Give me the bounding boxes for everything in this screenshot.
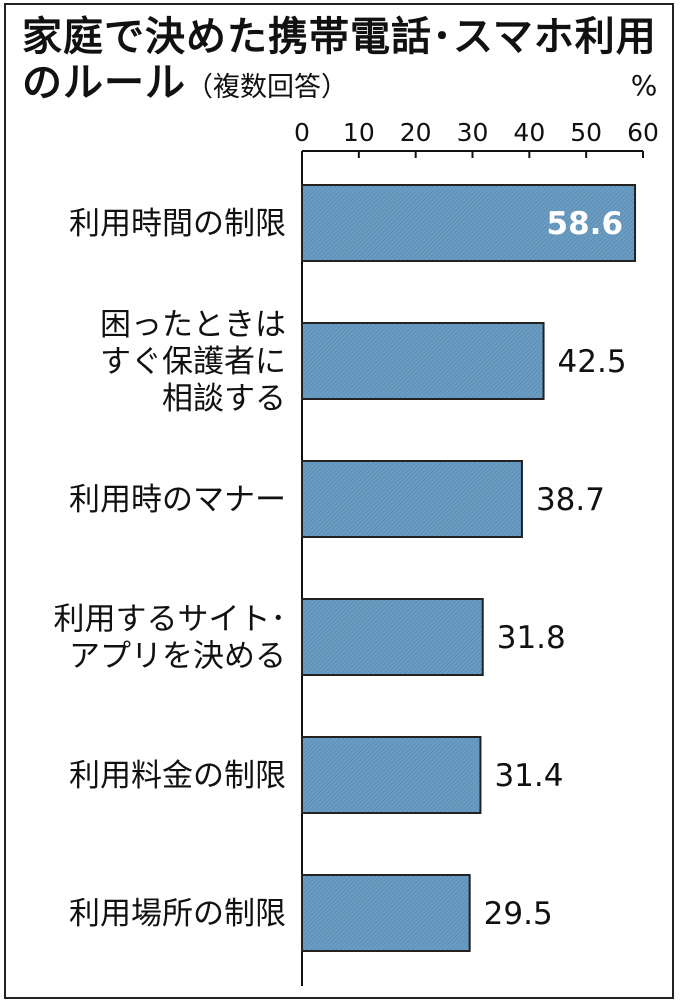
bar-value-label-4: 31.8: [497, 620, 566, 656]
x-tick-label-30: 30: [457, 118, 489, 147]
chart-title-line-2: のルール（複数回答）: [22, 61, 348, 110]
x-tick-label-20: 20: [400, 118, 432, 147]
bar-4: [301, 598, 484, 676]
bar-1: [301, 184, 637, 262]
x-tick-label-0: 0: [294, 118, 310, 147]
category-label-2-line-2: すぐ保護者に: [100, 344, 286, 380]
bar-value-label-5: 31.4: [494, 758, 563, 794]
bar-value-label-6: 29.5: [484, 896, 553, 932]
bar-value-label-2: 42.5: [558, 344, 627, 380]
x-tick-label-10: 10: [343, 118, 375, 147]
bar-3: [301, 460, 523, 538]
bar-6: [301, 874, 471, 952]
category-label-4-line-1: 利用するサイト･: [54, 602, 287, 638]
x-tick-label-50: 50: [570, 118, 602, 147]
category-label-2-line-3: 相談する: [162, 381, 286, 417]
bar-value-label-3: 38.7: [536, 482, 605, 518]
unit-label: %: [631, 69, 658, 102]
bar-2: [301, 322, 545, 400]
x-tick-label-60: 60: [627, 118, 659, 147]
chart-subtitle: （複数回答）: [186, 72, 348, 103]
category-label-5-line-1: 利用料金の制限: [69, 758, 286, 794]
category-label-3-line-1: 利用時のマナー: [69, 482, 286, 518]
bar-value-label-1: 58.6: [547, 206, 624, 242]
category-label-6-line-1: 利用場所の制限: [69, 896, 286, 932]
category-label-1-line-1: 利用時間の制限: [69, 206, 286, 242]
chart-title-line-1: 家庭で決めた携帯電話･スマホ利用: [22, 14, 657, 60]
bar-5: [301, 736, 482, 814]
chart-title-line-2-text: のルール: [22, 60, 186, 106]
category-label-4-line-2: アプリを決める: [69, 639, 286, 675]
chart-frame: 家庭で決めた携帯電話･スマホ利用 のルール（複数回答）: [4, 3, 674, 999]
x-tick-label-40: 40: [513, 118, 545, 147]
category-label-2-line-1: 困ったときは: [100, 307, 286, 343]
